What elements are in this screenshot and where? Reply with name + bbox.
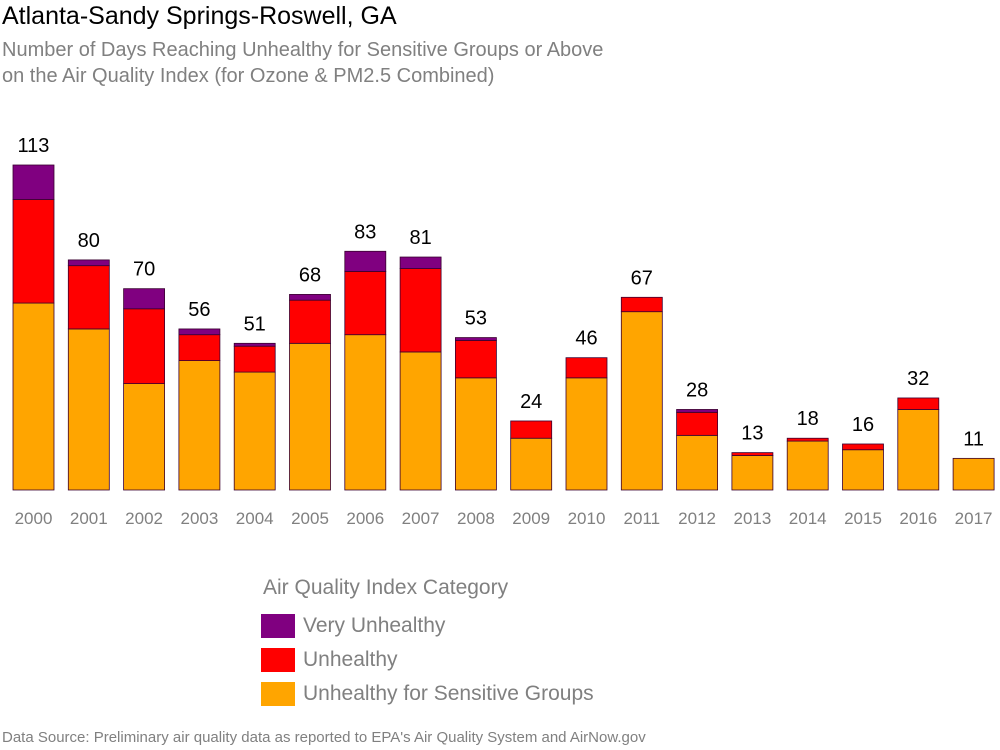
- legend-title: Air Quality Index Category: [263, 576, 509, 599]
- bar-2001-series-0: [67, 328, 110, 491]
- total-label-2005: 68: [299, 264, 321, 286]
- bar-2006-series-2: [344, 250, 387, 272]
- bar-2009-series-0: [510, 437, 553, 491]
- bar-2016-series-0: [897, 409, 940, 491]
- x-tick-label-2000: 2000: [15, 509, 53, 528]
- bar-2012-series-0: [676, 434, 718, 491]
- bar-2000-series-1: [12, 199, 55, 304]
- chart-title: Atlanta-Sandy Springs-Roswell, GA: [2, 2, 397, 30]
- total-label-2009: 24: [520, 391, 542, 413]
- x-tick-label-2006: 2006: [346, 509, 384, 528]
- bar-2010-series-1: [565, 357, 608, 379]
- bar-2002-series-0: [123, 383, 165, 491]
- bar-2011-series-1: [620, 296, 663, 313]
- x-tick-label-2008: 2008: [457, 509, 495, 528]
- bar-2013-series-1: [731, 452, 774, 456]
- bar-2012-series-2: [676, 409, 718, 413]
- total-label-2011: 67: [631, 267, 653, 289]
- total-label-2016: 32: [907, 368, 929, 390]
- bar-2004-series-0: [233, 371, 276, 491]
- bar-2008-series-1: [454, 340, 497, 379]
- legend-label-unhealthy: Unhealthy: [303, 648, 398, 671]
- x-tick-label-2003: 2003: [180, 509, 218, 528]
- total-label-2006: 83: [354, 221, 376, 243]
- bar-2012-series-1: [676, 411, 718, 436]
- total-label-2015: 16: [852, 414, 874, 436]
- bar-2007-series-2: [399, 256, 442, 269]
- bar-chart: 113 2000 80 2001 70 2002 56 2003 51 2004 68 2005 83 2…: [12, 135, 995, 528]
- bar-2008-series-2: [454, 337, 497, 341]
- chart-subtitle: Number of Days Reaching Unhealthy for Se…: [2, 37, 902, 89]
- x-tick-label-2017: 2017: [955, 509, 993, 528]
- bar-2011-series-0: [620, 311, 663, 491]
- x-tick-label-2001: 2001: [70, 509, 108, 528]
- x-tick-label-2013: 2013: [733, 509, 771, 528]
- bar-2006-series-1: [344, 271, 387, 336]
- data-source-note: Data Source: Preliminary air quality dat…: [2, 729, 646, 746]
- bar-2003-series-1: [178, 334, 221, 361]
- bar-2006-series-0: [344, 334, 387, 491]
- total-label-2010: 46: [575, 328, 597, 350]
- total-label-2003: 56: [188, 299, 210, 321]
- total-label-2002: 70: [133, 259, 155, 281]
- legend-swatch-unhealthy: [261, 648, 295, 672]
- bar-2015-series-1: [842, 443, 884, 451]
- legend-swatch-usg: [261, 682, 295, 706]
- total-label-2001: 80: [78, 230, 100, 252]
- bar-2016-series-1: [897, 397, 940, 410]
- bar-2014-series-0: [786, 440, 829, 491]
- bar-2005-series-2: [289, 294, 331, 301]
- bar-2008-series-0: [454, 377, 497, 491]
- x-tick-label-2011: 2011: [624, 509, 661, 528]
- total-label-2000: 113: [18, 135, 50, 157]
- x-tick-label-2005: 2005: [291, 509, 329, 528]
- total-label-2013: 13: [741, 423, 763, 445]
- legend-label-usg: Unhealthy for Sensitive Groups: [303, 682, 594, 705]
- total-label-2012: 28: [686, 379, 708, 401]
- x-tick-label-2010: 2010: [568, 509, 606, 528]
- x-tick-label-2002: 2002: [125, 509, 163, 528]
- legend-label-very-unhealthy: Very Unhealthy: [303, 614, 446, 637]
- total-label-2008: 53: [465, 308, 487, 330]
- bar-2003-series-0: [178, 360, 221, 491]
- total-label-2017: 11: [963, 428, 984, 450]
- total-label-2014: 18: [797, 408, 819, 430]
- x-tick-label-2016: 2016: [899, 509, 937, 528]
- bar-2007-series-0: [399, 351, 442, 491]
- bar-2002-series-2: [123, 288, 165, 310]
- bar-2001-series-1: [67, 265, 110, 330]
- legend-swatch-very-unhealthy: [261, 614, 295, 638]
- x-tick-label-2012: 2012: [678, 509, 716, 528]
- x-tick-label-2014: 2014: [789, 509, 827, 528]
- total-label-2007: 81: [409, 227, 431, 249]
- bar-2010-series-0: [565, 377, 608, 491]
- bar-2005-series-0: [289, 342, 331, 491]
- bar-2000-series-2: [12, 164, 55, 200]
- total-label-2004: 51: [244, 313, 266, 335]
- bar-2000-series-0: [12, 302, 55, 491]
- bar-2015-series-0: [842, 449, 884, 491]
- bar-2013-series-0: [731, 455, 774, 491]
- x-tick-label-2004: 2004: [236, 509, 274, 528]
- bar-2014-series-1: [786, 437, 829, 442]
- bar-2002-series-1: [123, 308, 165, 384]
- bar-2003-series-2: [178, 328, 221, 336]
- x-tick-label-2009: 2009: [512, 509, 550, 528]
- subtitle-line-2: on the Air Quality Index (for Ozone & PM…: [2, 65, 495, 87]
- bar-2004-series-2: [233, 342, 276, 347]
- x-tick-label-2015: 2015: [844, 509, 882, 528]
- bar-2004-series-1: [233, 345, 276, 373]
- x-tick-label-2007: 2007: [402, 509, 440, 528]
- bar-2017-series-0: [952, 457, 995, 491]
- bar-2005-series-1: [289, 299, 331, 344]
- subtitle-line-1: Number of Days Reaching Unhealthy for Se…: [2, 39, 604, 61]
- bar-2009-series-1: [510, 420, 553, 439]
- bar-2007-series-1: [399, 268, 442, 353]
- bar-2001-series-2: [67, 259, 110, 267]
